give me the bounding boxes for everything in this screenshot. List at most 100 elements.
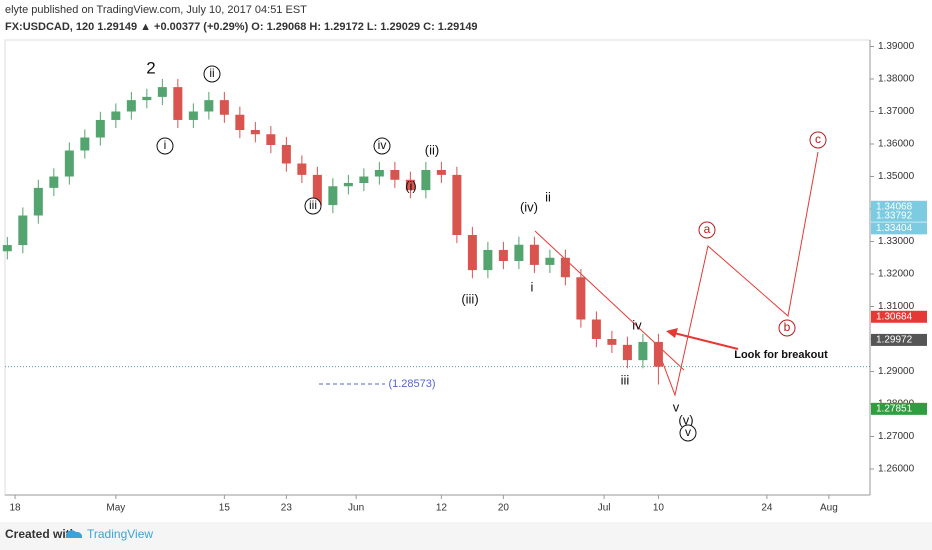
candle-body	[235, 114, 245, 131]
wave-label: (ii)	[425, 142, 439, 157]
wave-label: (iv)	[520, 199, 538, 214]
brand-logo	[65, 530, 83, 538]
candle-body	[452, 174, 462, 235]
price-label: 1.29972	[876, 335, 913, 346]
candle-body	[498, 249, 508, 261]
wave-label: (i)	[405, 178, 417, 193]
y-tick-label: 1.37000	[878, 106, 915, 117]
price-label-box	[871, 310, 927, 323]
x-tick-label: 18	[10, 503, 22, 514]
wave-label: (iii)	[461, 291, 478, 306]
candle-body	[250, 130, 260, 135]
wave-circle	[698, 221, 716, 239]
symbol-line: FX:USDCAD, 120 1.29149 ▲ +0.00377 (+0.29…	[5, 21, 478, 33]
y-tick-label: 1.29000	[878, 366, 915, 377]
y-tick-label: 1.26000	[878, 464, 915, 475]
wave-label: a	[704, 222, 711, 236]
wave-label: i	[531, 279, 534, 294]
wave-label: iii	[621, 372, 630, 387]
x-tick-label: Jul	[598, 503, 611, 514]
x-tick-label: 12	[436, 503, 448, 514]
y-tick-label: 1.33000	[878, 236, 915, 247]
candle-body	[95, 119, 105, 138]
candle-body	[421, 170, 431, 191]
projection-path	[655, 151, 819, 397]
candle-body	[653, 341, 663, 367]
wave-label: iv	[632, 317, 642, 332]
candle-body	[33, 187, 43, 216]
y-tick-label: 1.39000	[878, 41, 915, 52]
wave-label: b	[784, 320, 791, 334]
candle-body	[312, 174, 322, 206]
wave-label: 2	[146, 58, 155, 77]
y-tick-label: 1.36000	[878, 139, 915, 150]
candle-body	[529, 244, 539, 265]
price-label: 1.33792	[876, 210, 913, 221]
x-tick-label: 24	[761, 503, 773, 514]
price-label: 1.33404	[876, 223, 913, 234]
candle-body	[483, 249, 493, 271]
x-tick-label: 15	[219, 503, 231, 514]
candle-body	[560, 257, 570, 278]
candle-body	[80, 137, 90, 151]
candle-body	[111, 111, 121, 120]
candle-body	[405, 179, 415, 191]
candle-body	[467, 235, 477, 271]
price-label: 1.27851	[876, 403, 913, 414]
candle-body	[390, 170, 400, 180]
x-tick-label: May	[106, 503, 125, 514]
candle-body	[281, 144, 291, 164]
candle-body	[436, 170, 446, 175]
wave-circle	[304, 197, 322, 215]
candle-body	[266, 134, 276, 145]
price-label-box	[871, 402, 927, 415]
wave-circle	[373, 137, 391, 155]
y-tick-label: 1.32000	[878, 269, 915, 280]
candle-body	[157, 87, 167, 97]
candle-body	[126, 100, 136, 112]
y-tick-label: 1.38000	[878, 74, 915, 85]
y-tick-label: 1.35000	[878, 171, 915, 182]
wave-circle	[778, 319, 796, 337]
candle-body	[328, 186, 338, 206]
candle-body	[638, 341, 648, 361]
wave-circle	[156, 137, 174, 155]
candle-body	[49, 176, 59, 188]
candle-body	[219, 100, 229, 115]
wave-label: v	[685, 425, 691, 439]
candle-body	[343, 183, 353, 187]
x-tick-label: Jun	[348, 503, 364, 514]
wave-circle	[203, 65, 221, 83]
candle-body	[514, 244, 524, 261]
x-tick-label: 23	[281, 503, 293, 514]
candle-body	[142, 96, 152, 101]
wave-label: (1.28573)	[388, 378, 435, 390]
candle-body	[18, 215, 28, 246]
candle-body	[545, 257, 555, 265]
wave-label: iii	[309, 198, 317, 212]
candle-body	[359, 176, 369, 183]
wave-label: ii	[209, 66, 214, 80]
wave-label: iv	[378, 138, 387, 152]
candle-body	[64, 150, 74, 177]
candle-body	[374, 170, 384, 177]
candle-body	[188, 111, 198, 120]
y-tick-label: 1.27000	[878, 431, 915, 442]
candle-body	[173, 87, 183, 120]
wave-circle	[679, 424, 697, 442]
wave-label: ii	[545, 189, 551, 204]
candle-body	[297, 163, 307, 175]
candle-body	[607, 339, 617, 345]
wave-circle	[809, 131, 827, 149]
publisher-line: elyte published on TradingView.com, July…	[5, 4, 307, 16]
wave-label: c	[815, 132, 821, 146]
footer-created: Created with	[5, 527, 77, 541]
wave-label: v	[673, 399, 680, 414]
candle-body	[204, 100, 214, 112]
wave-label: i	[164, 138, 167, 152]
candle-body	[591, 319, 601, 339]
footer-brand[interactable]: TradingView	[87, 527, 153, 541]
price-label: 1.30684	[876, 311, 913, 322]
candle-body	[622, 344, 632, 361]
